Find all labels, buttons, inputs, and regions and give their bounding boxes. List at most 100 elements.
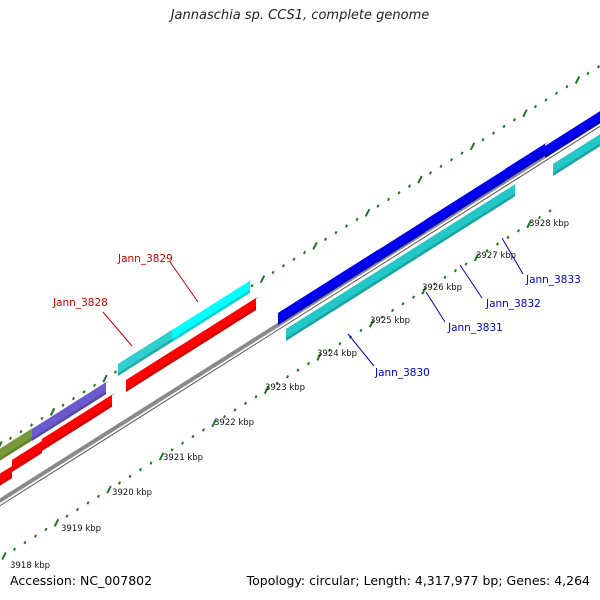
- tick-mark: [254, 395, 258, 399]
- gene-face: [0, 466, 12, 486]
- gene-jann-3829[interactable]: [172, 279, 254, 342]
- gene-bevel: [126, 344, 184, 380]
- gene-face: [545, 111, 600, 158]
- backbone-lower: [0, 125, 600, 507]
- gene-blue-2[interactable]: [378, 218, 429, 262]
- label-leader-line: [501, 237, 524, 275]
- gene-shadow: [12, 450, 42, 472]
- gene-bevel: [286, 182, 519, 329]
- label-leader-line: [425, 291, 446, 323]
- tick-mark: [359, 328, 363, 333]
- ruler-label: 3918 kbp: [10, 561, 50, 571]
- gene-cyan-long[interactable]: [286, 182, 519, 341]
- tick-mark: [464, 262, 468, 266]
- tick-mark: [263, 386, 270, 395]
- gene-label-jann-3829[interactable]: Jann_3829: [117, 253, 173, 265]
- gene-shadow: [553, 143, 600, 176]
- gene-red-5[interactable]: [180, 296, 260, 358]
- tick-mark: [390, 308, 395, 313]
- gene-shadow: [126, 354, 180, 392]
- ruler-label: 3926 kbp: [422, 283, 462, 293]
- tick-row-lower: [1, 209, 552, 561]
- tick-mark: [40, 416, 44, 421]
- gene-label-jann-3831[interactable]: Jann_3831: [447, 322, 503, 334]
- gene-slate[interactable]: [32, 380, 110, 441]
- gene-bevel: [12, 439, 46, 460]
- tick-mark: [491, 131, 496, 135]
- gene-cyan-end[interactable]: [553, 126, 600, 176]
- gene-bevel: [545, 111, 600, 146]
- gene-label-jann-3833[interactable]: Jann_3833: [525, 274, 581, 286]
- tick-mark: [526, 220, 532, 229]
- gene-shadow: [180, 306, 256, 358]
- gene-face: [378, 220, 425, 262]
- tick-mark: [323, 237, 328, 241]
- gene-shadow: [425, 210, 455, 232]
- tick-mark: [12, 547, 17, 552]
- gene-bevel: [32, 380, 110, 429]
- gene-bevel: [0, 426, 36, 450]
- tick-mark: [65, 514, 69, 518]
- tick-mark: [92, 383, 97, 387]
- tick-mark: [380, 315, 384, 319]
- tick-mark: [516, 229, 521, 233]
- gene-blue-1[interactable]: [278, 248, 382, 325]
- tick-mark: [565, 84, 569, 89]
- tick-mark: [53, 518, 60, 527]
- tick-mark: [233, 408, 237, 412]
- gene-face: [12, 441, 42, 472]
- label-leader-line: [102, 311, 133, 347]
- tick-mark: [469, 142, 476, 151]
- tick-mark: [428, 171, 433, 175]
- tick-mark: [222, 414, 227, 419]
- gene-bevel: [180, 296, 260, 346]
- tick-mark: [407, 184, 412, 188]
- gene-shadow: [0, 475, 12, 486]
- tick-mark: [443, 275, 447, 279]
- gene-shadow: [118, 338, 172, 376]
- tick-mark: [191, 434, 195, 439]
- tick-mark: [86, 501, 90, 505]
- genome-summary-text: Topology: circular; Length: 4,317,977 bp…: [246, 573, 590, 588]
- gene-face: [278, 249, 378, 325]
- gene-olive[interactable]: [0, 426, 36, 467]
- tick-mark: [574, 76, 581, 85]
- ruler-label: 3920 kbp: [112, 488, 152, 498]
- gene-shadow: [32, 391, 106, 441]
- gene-blue-3[interactable]: [425, 199, 459, 232]
- tick-mark: [0, 440, 3, 448]
- tick-mark: [364, 208, 371, 217]
- gene-red-3[interactable]: [42, 393, 116, 451]
- gene-blue-5[interactable]: [505, 142, 549, 181]
- gene-blue-4[interactable]: [455, 167, 509, 213]
- tick-mark: [243, 401, 248, 406]
- gene-bevel: [42, 393, 116, 439]
- tick-mark: [401, 302, 405, 306]
- gene-bevel: [278, 248, 382, 313]
- gene-label-jann-3832[interactable]: Jann_3832: [485, 298, 541, 310]
- label-leader-line: [347, 333, 375, 367]
- tick-mark: [481, 138, 485, 142]
- gene-blue-6[interactable]: [545, 103, 600, 158]
- accession-text: Accession: NC_007802: [10, 573, 153, 588]
- tick-mark: [421, 286, 427, 295]
- gene-red-2[interactable]: [12, 439, 46, 472]
- tick-mark: [44, 527, 48, 532]
- gene-label-jann-3828[interactable]: Jann_3828: [52, 297, 108, 309]
- tick-mark: [548, 209, 552, 213]
- tick-mark: [302, 250, 307, 255]
- tick-mark: [473, 253, 480, 262]
- tick-mark: [106, 485, 112, 494]
- tick-mark: [495, 242, 500, 246]
- tick-mark: [522, 109, 528, 118]
- tick-mark: [102, 374, 108, 383]
- gene-jann-3828[interactable]: [118, 328, 176, 376]
- tick-mark: [338, 341, 342, 346]
- gene-label-jann-3830[interactable]: Jann_3830: [374, 367, 430, 379]
- label-leader-line: [459, 264, 483, 299]
- tick-mark: [19, 430, 23, 434]
- gene-shadow: [0, 437, 32, 461]
- gene-red-4[interactable]: [126, 344, 184, 392]
- tick-mark: [397, 191, 401, 195]
